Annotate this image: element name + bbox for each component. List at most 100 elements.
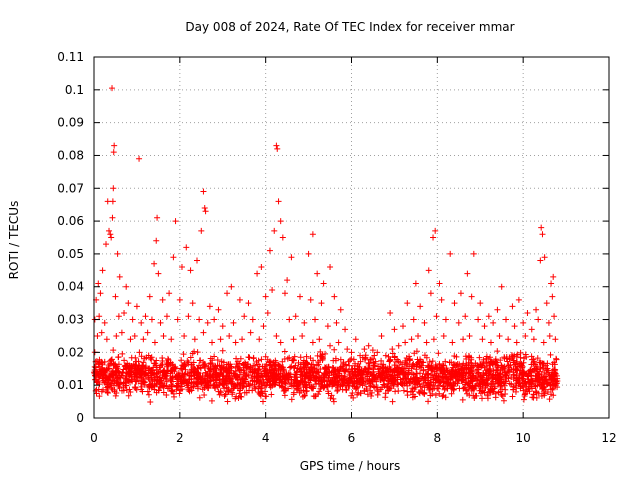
data-point xyxy=(410,374,417,381)
data-point xyxy=(119,350,126,357)
data-point xyxy=(201,392,208,399)
y-tick-label: 0.08 xyxy=(57,148,84,162)
data-point xyxy=(484,391,491,398)
y-tick-label: 0.11 xyxy=(57,50,84,64)
data-point xyxy=(224,290,231,297)
data-point xyxy=(228,364,235,371)
data-point xyxy=(112,293,119,300)
data-point xyxy=(263,361,270,368)
data-point xyxy=(168,387,175,394)
data-point xyxy=(320,280,327,287)
data-point xyxy=(356,364,363,371)
data-point xyxy=(488,380,495,387)
data-point xyxy=(122,382,129,389)
data-point xyxy=(335,379,342,386)
data-point xyxy=(224,368,231,375)
data-point xyxy=(258,389,265,396)
data-point xyxy=(120,387,127,394)
data-point xyxy=(513,358,520,365)
data-point xyxy=(352,336,359,343)
data-point xyxy=(545,319,552,326)
data-point xyxy=(541,384,548,391)
data-point xyxy=(410,316,417,323)
data-point xyxy=(476,387,483,394)
data-point xyxy=(255,357,262,364)
data-point xyxy=(139,363,146,370)
data-point xyxy=(471,374,478,381)
data-point xyxy=(469,384,476,391)
data-point xyxy=(98,388,105,395)
data-point xyxy=(430,234,437,241)
data-point xyxy=(442,358,449,365)
data-point xyxy=(159,382,166,389)
data-point xyxy=(435,385,442,392)
data-point xyxy=(318,300,325,307)
data-point xyxy=(487,354,494,361)
data-point xyxy=(487,365,494,372)
data-point xyxy=(115,313,122,320)
data-point xyxy=(544,389,551,396)
data-point xyxy=(218,358,225,365)
data-point xyxy=(281,387,288,394)
data-point xyxy=(421,384,428,391)
data-point xyxy=(447,370,454,377)
data-point xyxy=(96,356,103,363)
data-point xyxy=(232,395,239,402)
data-point xyxy=(210,377,217,384)
data-point xyxy=(499,393,506,400)
data-point xyxy=(383,371,390,378)
data-point xyxy=(212,363,219,370)
data-point xyxy=(412,280,419,287)
data-point xyxy=(440,392,447,399)
data-point xyxy=(392,388,399,395)
x-tick-label: 0 xyxy=(90,431,98,445)
data-point xyxy=(262,353,269,360)
data-point xyxy=(181,332,188,339)
data-point xyxy=(262,293,269,300)
data-point xyxy=(506,355,513,362)
data-point xyxy=(243,383,250,390)
data-point xyxy=(297,354,304,361)
data-point xyxy=(257,391,264,398)
data-point xyxy=(202,208,209,215)
data-point xyxy=(157,319,164,326)
data-point xyxy=(178,264,185,271)
data-point xyxy=(496,332,503,339)
data-point xyxy=(456,361,463,368)
data-point xyxy=(207,366,214,373)
data-point xyxy=(391,353,398,360)
data-point xyxy=(461,384,468,391)
data-point xyxy=(312,392,319,399)
data-point xyxy=(352,372,359,379)
data-point xyxy=(480,374,487,381)
data-point xyxy=(516,362,523,369)
data-point xyxy=(466,332,473,339)
data-point xyxy=(124,360,131,367)
x-tick-label: 2 xyxy=(176,431,184,445)
data-point xyxy=(411,350,418,357)
data-point xyxy=(414,380,421,387)
data-point xyxy=(155,387,162,394)
data-point xyxy=(450,379,457,386)
data-point xyxy=(313,381,320,388)
data-point xyxy=(160,332,167,339)
data-point xyxy=(250,354,257,361)
data-point xyxy=(420,367,427,374)
data-point xyxy=(403,379,410,386)
data-point xyxy=(324,370,331,377)
data-point xyxy=(202,376,209,383)
data-point xyxy=(314,368,321,375)
data-point xyxy=(389,398,396,405)
data-point xyxy=(472,392,479,399)
data-point xyxy=(530,336,537,343)
data-point xyxy=(348,355,355,362)
data-point xyxy=(466,392,473,399)
data-point xyxy=(408,336,415,343)
data-point xyxy=(433,313,440,320)
data-point xyxy=(251,367,258,374)
data-point xyxy=(103,336,110,343)
data-point xyxy=(451,300,458,307)
data-point xyxy=(133,303,140,310)
data-point xyxy=(533,377,540,384)
data-point xyxy=(208,397,215,404)
